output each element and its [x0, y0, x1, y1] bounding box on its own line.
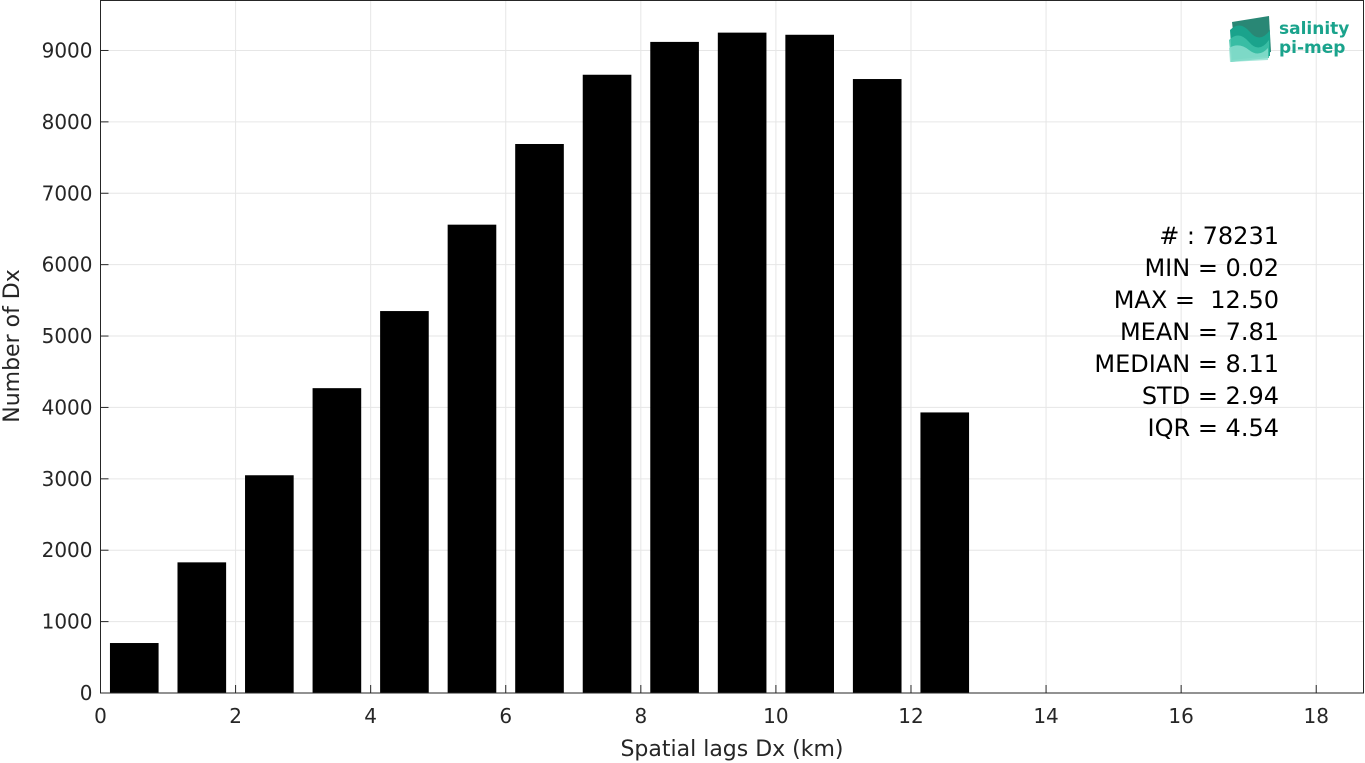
- x-tick-label: 2: [229, 704, 242, 728]
- x-tick-label: 4: [364, 704, 377, 728]
- x-tick-label: 10: [763, 704, 788, 728]
- y-tick-label: 4000: [42, 395, 93, 419]
- histogram-bar: [515, 143, 564, 693]
- histogram-bar: [447, 224, 497, 693]
- histogram-bar: [109, 643, 159, 693]
- statistics-box: # : 78231 MIN = 0.02 MAX = 12.50 MEAN = 7.8…: [1094, 222, 1279, 442]
- y-tick-label: 7000: [42, 181, 93, 205]
- x-tick-label: 14: [1033, 704, 1058, 728]
- bars-group: [109, 32, 970, 694]
- y-axis-title: Number of Dx: [0, 269, 25, 423]
- logo-line-2: pi-mep: [1279, 38, 1345, 58]
- y-tick-label: 0: [80, 681, 93, 705]
- x-tick-label: 18: [1303, 704, 1328, 728]
- y-tick-label: 2000: [42, 538, 93, 562]
- y-tick-label: 5000: [42, 324, 93, 348]
- wave-logo-icon: [1229, 16, 1271, 62]
- y-axis: 0 1000 2000 3000 4000 5000 6000 7000 8000 9000: [42, 38, 109, 705]
- x-tick-label: 16: [1168, 704, 1193, 728]
- y-tick-label: 8000: [42, 110, 93, 134]
- plot-area-border: [100, 0, 1364, 694]
- x-axis-title: Spatial lags Dx (km): [620, 737, 843, 762]
- stats-line: MAX = 12.50: [1114, 286, 1279, 314]
- histogram-bar: [177, 562, 227, 693]
- stats-line: MEDIAN = 8.11: [1094, 350, 1279, 378]
- y-tick-label: 3000: [42, 467, 93, 491]
- histogram-bar: [582, 74, 632, 693]
- x-tick-label: 6: [499, 704, 512, 728]
- histogram-bar: [380, 311, 429, 693]
- salinity-pimep-logo: salinity pi-mep: [1229, 16, 1349, 62]
- x-tick-label: 0: [94, 704, 107, 728]
- histogram-bar: [920, 412, 970, 693]
- stats-line: MEAN = 7.81: [1120, 318, 1279, 346]
- x-axis: 0 2 4 6 8 10 12 14 16 18: [94, 685, 1329, 728]
- histogram-bar: [717, 32, 767, 694]
- histogram-bar: [785, 34, 834, 693]
- histogram-bar: [245, 475, 294, 693]
- histogram-bar: [650, 41, 699, 693]
- y-tick-label: 9000: [42, 38, 93, 62]
- stats-line: MIN = 0.02: [1144, 254, 1279, 282]
- stats-line: IQR = 4.54: [1148, 414, 1279, 442]
- stats-line: STD = 2.94: [1142, 382, 1279, 410]
- histogram-bar: [852, 79, 902, 693]
- x-tick-label: 8: [634, 704, 647, 728]
- x-tick-label: 12: [898, 704, 923, 728]
- histogram-bar: [312, 388, 362, 693]
- stats-line: # : 78231: [1159, 222, 1279, 250]
- y-tick-label: 6000: [42, 253, 93, 277]
- y-tick-label: 1000: [42, 610, 93, 634]
- logo-line-1: salinity: [1279, 19, 1349, 39]
